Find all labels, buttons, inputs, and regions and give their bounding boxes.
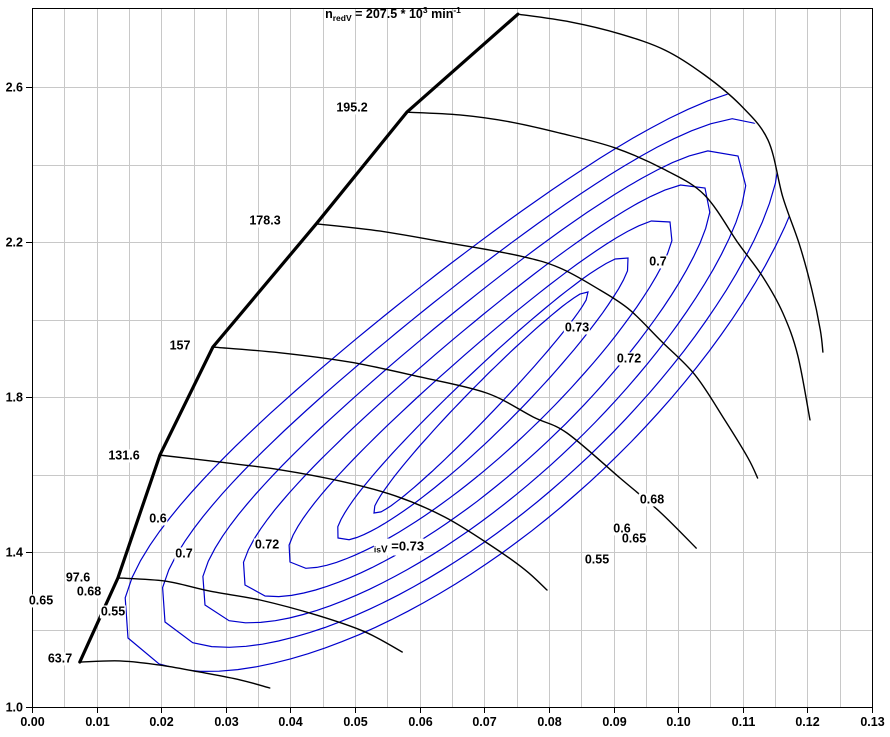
plot-border	[32, 8, 873, 708]
efficiency-contours	[124, 87, 810, 673]
x-tick-label: 0.00	[20, 715, 44, 729]
y-tick-label: 1.8	[6, 391, 23, 405]
grid-lines	[32, 8, 872, 707]
speed-line-97.6	[117, 577, 403, 653]
x-tick-label: 0.05	[343, 715, 367, 729]
speed-line-131.6	[159, 454, 548, 591]
speed-line-195.2	[406, 111, 811, 421]
efficiency-contour	[202, 150, 747, 624]
y-tick-label: 1.4	[6, 546, 23, 560]
x-tick-label: 0.11	[732, 715, 756, 729]
x-tick-label: 0.01	[85, 715, 109, 729]
efficiency-contour	[337, 257, 629, 541]
x-tick-label: 0.03	[214, 715, 238, 729]
x-tick-label: 0.06	[408, 715, 432, 729]
x-tick-label: 0.12	[795, 715, 819, 729]
efficiency-contour	[373, 291, 589, 514]
efficiency-contour	[161, 118, 780, 648]
speed-line-157	[212, 346, 697, 549]
x-tick-label: 0.09	[602, 715, 626, 729]
efficiency-contour	[242, 184, 711, 598]
x-tick-label: 0.08	[537, 715, 561, 729]
y-tick-label: 1.0	[6, 701, 23, 715]
x-tick-label: 0.02	[149, 715, 173, 729]
speed-line-207.5	[517, 13, 824, 353]
surge-line	[78, 12, 520, 664]
axis-tick-labels: 0.00 0.01 0.02 0.03 0.04 0.05 0.06 0.07 0.08 0.09…	[6, 81, 885, 730]
x-tick-label: 0.04	[278, 715, 302, 729]
speed-lines	[78, 12, 824, 689]
x-tick-label: 0.07	[472, 715, 496, 729]
y-tick-label: 2.2	[6, 236, 23, 250]
x-tick-label: 0.13	[860, 715, 884, 729]
speed-line-63.7	[79, 660, 271, 689]
efficiency-contour	[124, 87, 810, 673]
x-tick-label: 0.10	[666, 715, 690, 729]
axis-ticks	[26, 87, 873, 713]
y-tick-label: 2.6	[6, 81, 23, 95]
speed-line-178.3	[315, 223, 759, 479]
efficiency-contour	[288, 220, 673, 569]
